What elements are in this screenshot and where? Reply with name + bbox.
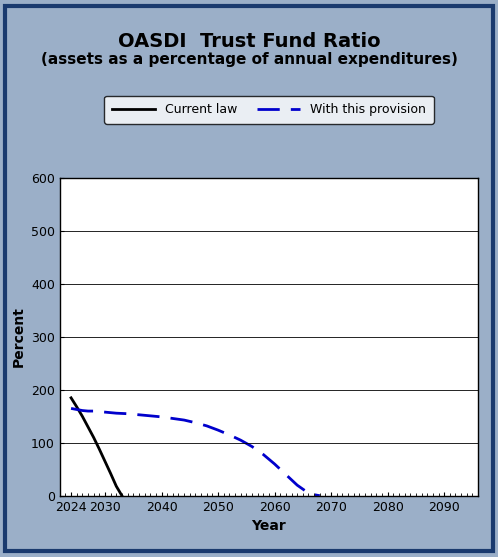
With this provision xyxy=(283,471,289,478)
With this provision xyxy=(102,409,108,416)
With this provision xyxy=(91,408,97,414)
With this provision xyxy=(204,423,210,429)
With this provision xyxy=(79,407,85,414)
With this provision xyxy=(260,451,266,458)
Current law xyxy=(91,434,97,441)
With this provision xyxy=(305,490,311,496)
With this provision xyxy=(192,419,198,426)
With this provision xyxy=(114,410,120,417)
With this provision xyxy=(85,408,91,414)
With this provision xyxy=(68,405,74,412)
With this provision xyxy=(227,432,233,438)
With this provision xyxy=(294,482,300,488)
Text: (assets as a percentage of annual expenditures): (assets as a percentage of annual expend… xyxy=(40,52,458,67)
With this provision xyxy=(238,437,244,443)
With this provision xyxy=(271,461,277,467)
With this provision xyxy=(170,415,176,422)
Legend: Current law, With this provision: Current law, With this provision xyxy=(104,96,434,124)
Current law xyxy=(85,423,91,430)
With this provision xyxy=(158,413,164,420)
Text: OASDI  Trust Fund Ratio: OASDI Trust Fund Ratio xyxy=(118,32,380,51)
Current law xyxy=(114,483,120,490)
With this provision xyxy=(311,491,317,498)
With this provision xyxy=(317,492,323,499)
Current law xyxy=(74,403,80,410)
Y-axis label: Percent: Percent xyxy=(11,306,25,368)
With this provision xyxy=(249,443,255,450)
Line: Current law: Current law xyxy=(71,398,122,496)
With this provision xyxy=(124,411,130,417)
With this provision xyxy=(147,413,153,419)
With this provision xyxy=(74,406,80,413)
With this provision xyxy=(181,417,187,423)
Current law xyxy=(68,394,74,401)
With this provision xyxy=(96,408,102,415)
Current law xyxy=(79,413,85,420)
Line: With this provision: With this provision xyxy=(71,408,320,496)
X-axis label: Year: Year xyxy=(251,519,286,533)
Current law xyxy=(96,446,102,452)
Current law xyxy=(119,492,125,499)
Current law xyxy=(108,470,114,477)
Current law xyxy=(102,458,108,465)
With this provision xyxy=(136,412,142,418)
With this provision xyxy=(215,427,221,433)
